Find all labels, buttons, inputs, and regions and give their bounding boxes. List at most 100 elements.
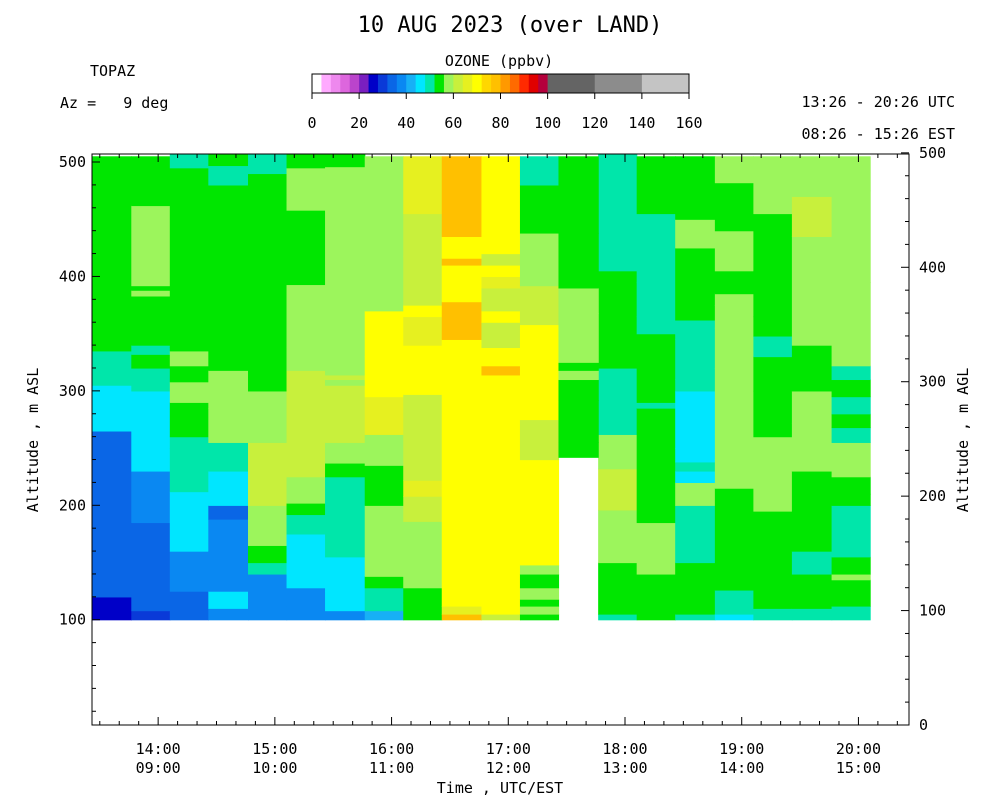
heatmap-cell [519, 587, 560, 600]
heatmap-cell [714, 270, 754, 295]
heatmap-cell [286, 514, 326, 535]
heatmap-cell [831, 573, 871, 581]
heatmap-cell [831, 505, 871, 558]
heatmap-cell [441, 605, 483, 615]
heatmap-cell [558, 156, 599, 234]
heatmap-cell [831, 190, 871, 283]
heatmap-cell [753, 562, 793, 609]
heatmap-cell [558, 379, 599, 401]
heatmap-cell [248, 442, 288, 506]
colorbar-bin-7 [377, 74, 388, 93]
heatmap-cell [791, 236, 833, 346]
heatmap-cell [248, 505, 288, 546]
heatmap-cell [208, 165, 249, 186]
chart-title: 10 AUG 2023 (over LAND) [358, 13, 663, 38]
heatmap-cell [91, 465, 132, 524]
heatmap-cell [714, 568, 754, 591]
heatmap-cell [636, 156, 676, 215]
colorbar-bin-4 [349, 74, 360, 93]
x-tick-label-est: 14:00 [719, 759, 764, 777]
heatmap-cell [714, 459, 754, 489]
heatmap-cell [169, 350, 209, 367]
heatmap-cell [636, 333, 676, 403]
heatmap-cell [403, 394, 443, 440]
heatmap-cell [598, 167, 638, 215]
heatmap-cell [403, 316, 443, 346]
heatmap-cell [364, 465, 404, 506]
colorbar-bin-9 [396, 74, 407, 93]
heatmap-cell [714, 488, 754, 569]
heatmap-cell [675, 319, 716, 340]
x-tick-label-utc: 17:00 [486, 740, 531, 758]
heatmap-cell [753, 356, 793, 392]
heatmap-cell [519, 522, 560, 566]
heatmap-cell [208, 519, 249, 552]
heatmap-cell [675, 461, 716, 472]
heatmap-cell [131, 290, 171, 297]
heatmap-cell [208, 154, 249, 167]
heatmap-cell [519, 459, 560, 524]
heatmap-cell [753, 436, 793, 512]
heatmap-cell [131, 522, 171, 596]
colorbar-bin-5 [359, 74, 369, 93]
time-range-utc: 13:26 - 20:26 UTC [801, 93, 955, 111]
heatmap-cell [753, 608, 793, 621]
heatmap-cell [131, 205, 171, 287]
heatmap-cell [519, 156, 560, 186]
heatmap-cell [753, 156, 793, 215]
heatmap-cell [519, 367, 560, 421]
heatmap-cell [286, 533, 326, 554]
heatmap-cell [286, 553, 326, 575]
y-left-tick-label: 100 [59, 611, 86, 629]
x-tick-label-utc: 19:00 [719, 740, 764, 758]
heatmap-cell [364, 587, 404, 612]
colorbar-bin-18 [481, 74, 492, 93]
heatmap-cell [325, 408, 366, 443]
heatmap-cell [791, 196, 833, 211]
heatmap-cell [325, 591, 366, 612]
heatmap-cell [519, 605, 560, 615]
heatmap-cell [753, 390, 793, 438]
heatmap-cell [91, 350, 132, 386]
heatmap-cell [91, 522, 132, 598]
heatmap-cell [791, 210, 833, 237]
plot-frame [91, 153, 910, 726]
heatmap-cell [558, 287, 599, 314]
heatmap-cell [325, 202, 366, 266]
colorbar-bin-17 [472, 74, 483, 93]
heatmap-cell [636, 316, 676, 335]
colorbar-tick-label: 60 [444, 114, 462, 132]
colorbar-bin-13 [434, 74, 445, 93]
colorbar-bin-3 [340, 74, 351, 93]
colorbar-tick-label: 20 [350, 114, 368, 132]
heatmap-cell [636, 585, 676, 621]
heatmap-cell [169, 154, 209, 169]
colorbar-bin-19 [491, 74, 501, 93]
heatmap-cell [248, 408, 288, 443]
heatmap-cell [519, 599, 560, 607]
heatmap-cell [325, 154, 366, 168]
x-tick-label-est: 11:00 [369, 759, 414, 777]
heatmap-cell [831, 365, 871, 381]
heatmap-cell [403, 602, 443, 621]
heatmap-cell [286, 167, 326, 203]
heatmap-cell [131, 285, 171, 291]
heatmap-cell [598, 562, 638, 615]
heatmap-cell [208, 505, 249, 520]
heatmap-cell [831, 579, 871, 607]
x-axis-title: Time , UTC/EST [437, 779, 563, 797]
heatmap-cell [481, 253, 521, 266]
colorbar-bin-6 [368, 74, 379, 93]
heatmap-cell [481, 310, 521, 323]
heatmap-cell [598, 509, 638, 564]
colorbar-tick-label: 120 [581, 114, 608, 132]
heatmap-cell [598, 270, 638, 329]
x-tick-label-est: 09:00 [136, 759, 181, 777]
heatmap-cell [403, 576, 443, 589]
heatmap-cell [675, 470, 716, 484]
heatmap-cell [675, 482, 716, 506]
heatmap-cell [441, 301, 483, 340]
colorbar-title: OZONE (ppbv) [445, 52, 553, 70]
heatmap-cell [441, 236, 483, 259]
